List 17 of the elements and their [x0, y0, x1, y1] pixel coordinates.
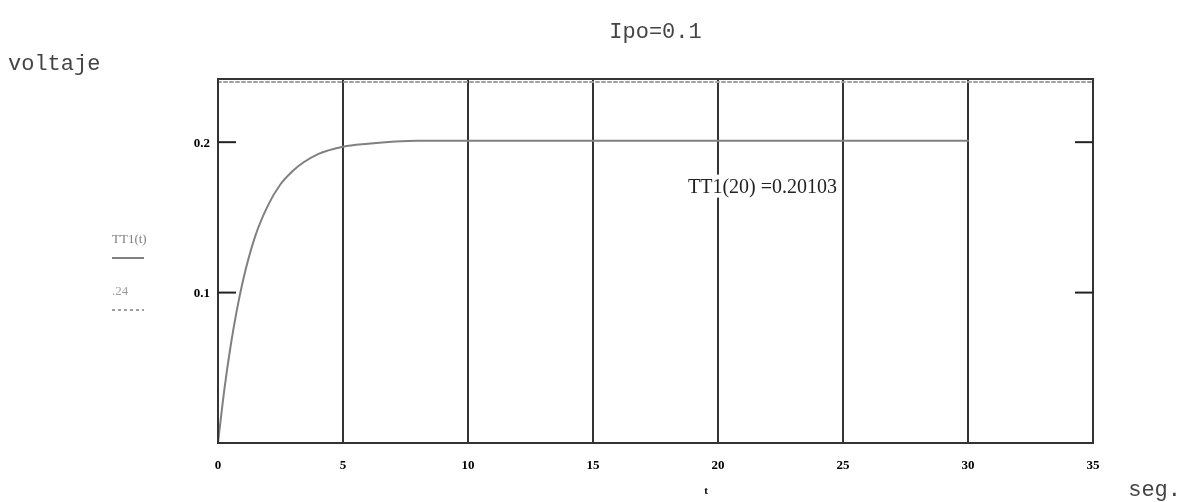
y-axis-title: voltaje: [8, 52, 101, 77]
x-tick-label: 5: [339, 457, 347, 472]
x-tick-label: 0: [214, 457, 222, 472]
x-tick-label: 10: [461, 457, 475, 472]
chart-title: Ipo=0.1: [609, 20, 702, 45]
y-tick-label: 0.2: [193, 134, 210, 150]
x-tick-label: 35: [1086, 457, 1100, 472]
x-tick-label: 20: [711, 457, 725, 472]
text: .24: [112, 283, 129, 298]
x-tick-label: 15: [586, 457, 600, 472]
text: TT1(t): [112, 231, 147, 246]
x-tick-label: 25: [836, 457, 850, 472]
annotation: TT1(20) =0.20103: [688, 174, 838, 198]
x-axis-title: t: [704, 484, 709, 496]
text: seg.: [1128, 478, 1181, 502]
y-tick-label: 0.1: [193, 285, 210, 301]
x-tick-label: 30: [961, 457, 975, 472]
